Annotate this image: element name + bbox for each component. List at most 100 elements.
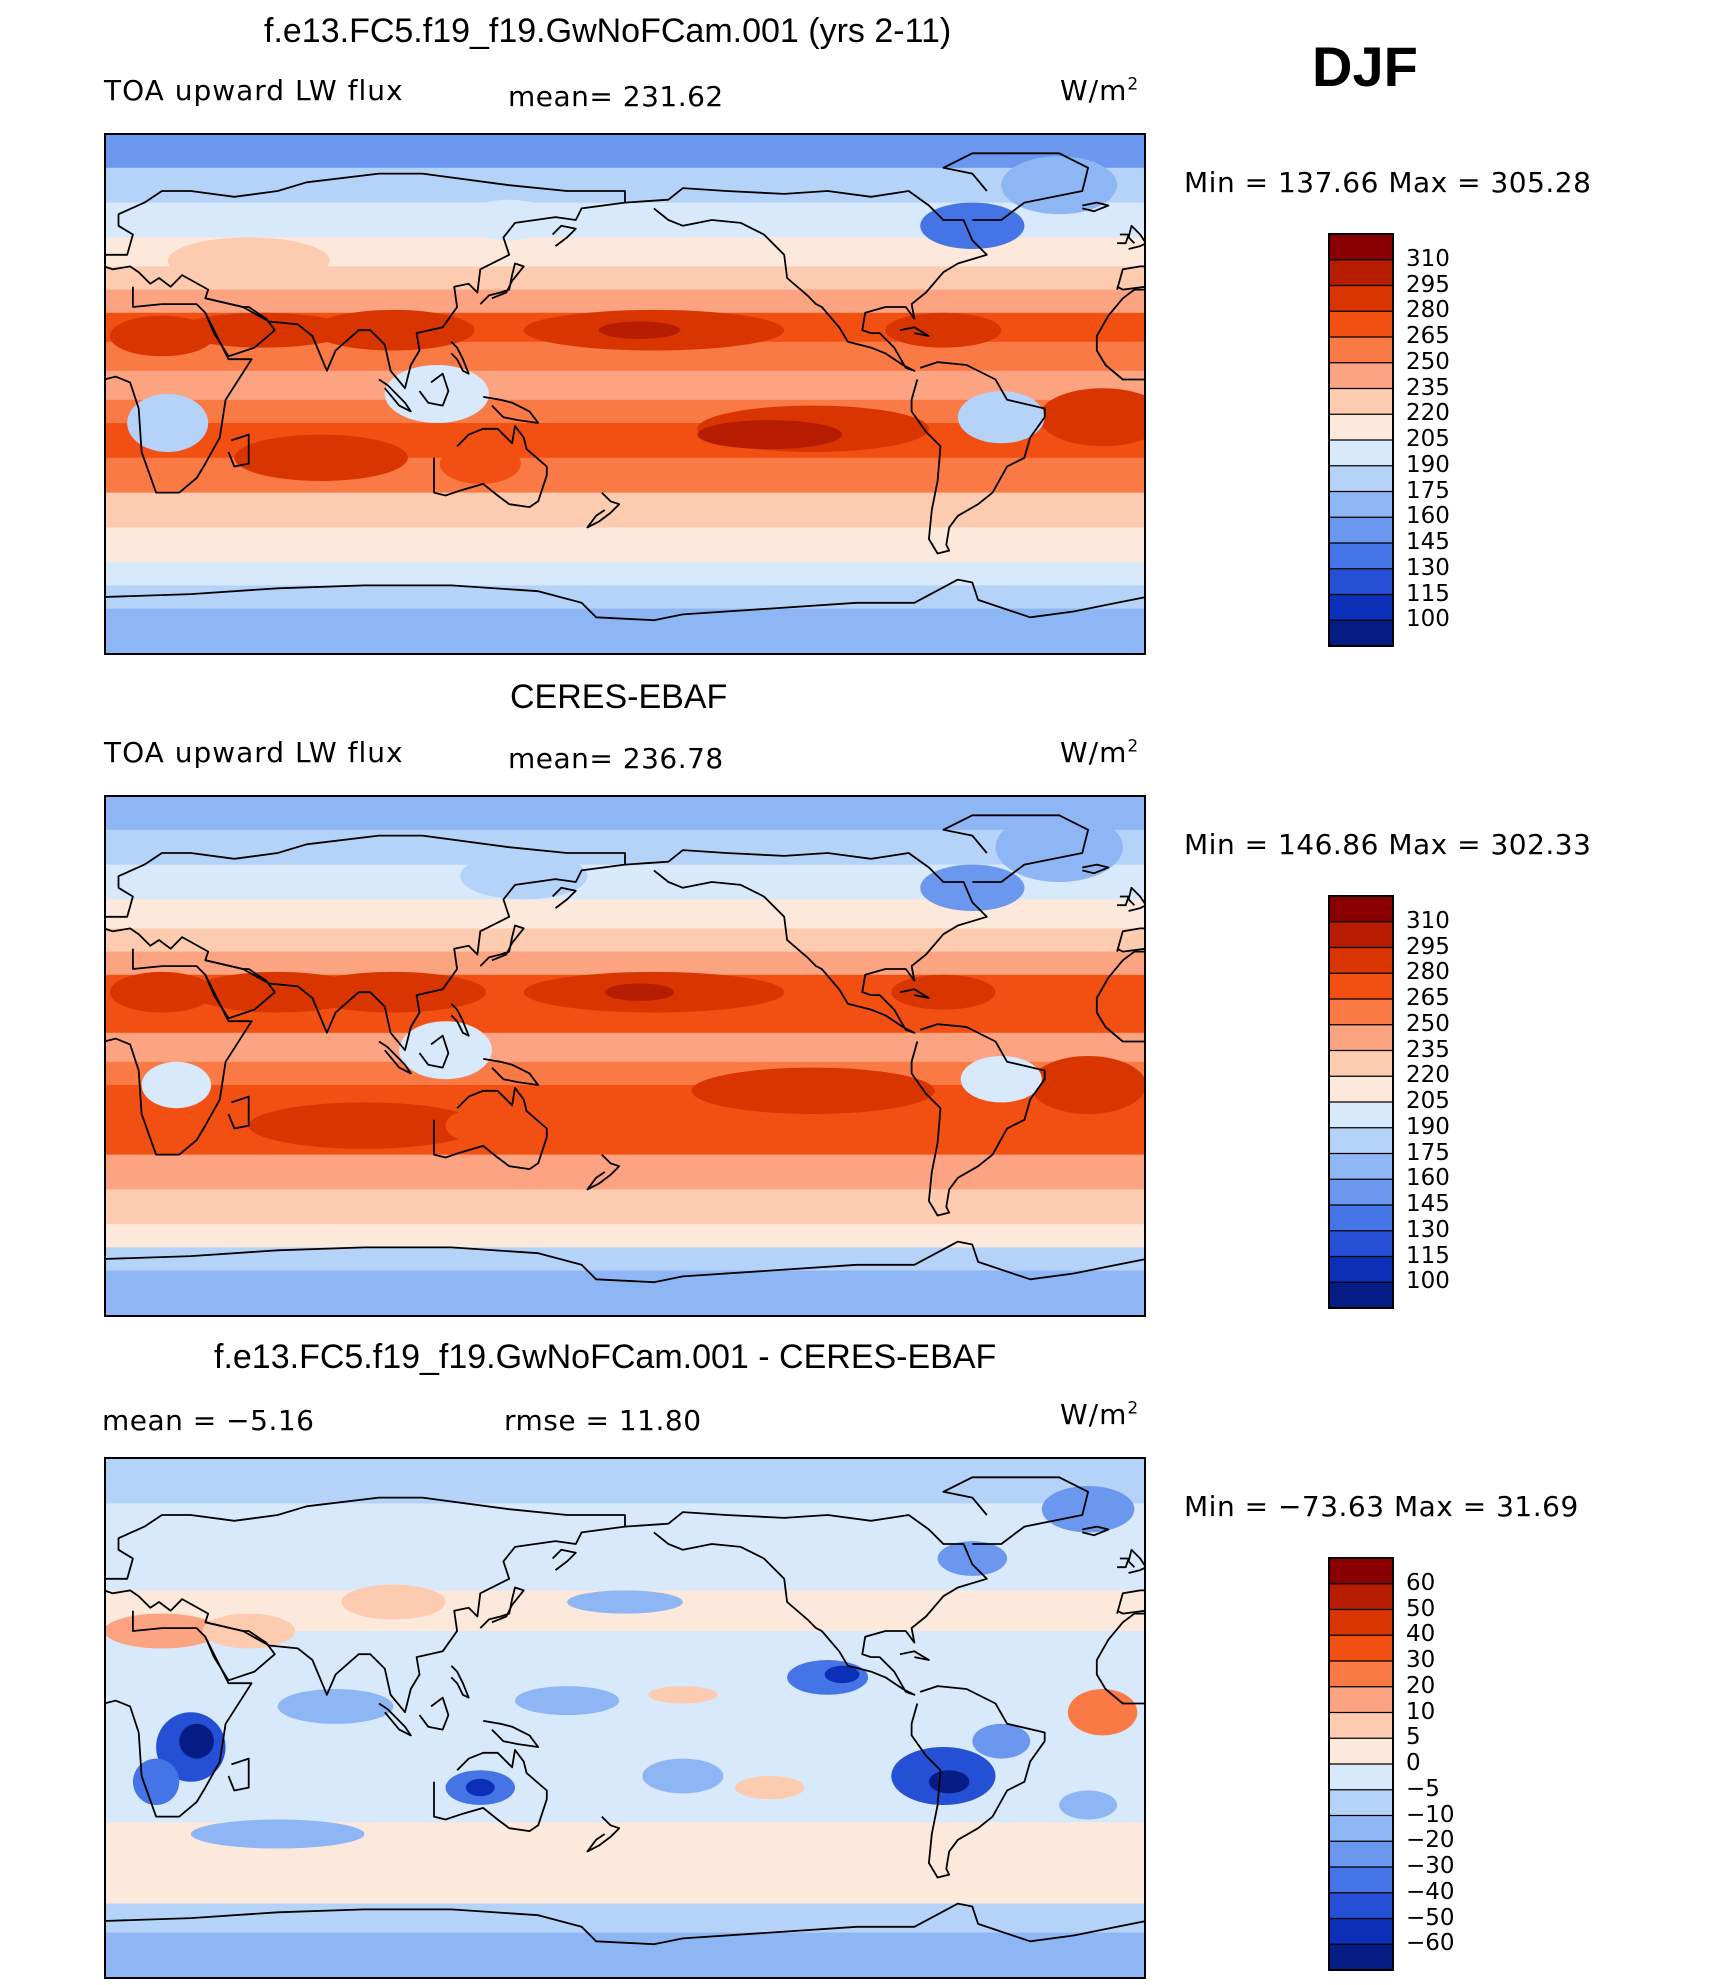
colorbar-tick-label: 310 — [1406, 907, 1450, 934]
coastline — [1095, 288, 1146, 381]
colorbar-tick-label: 190 — [1406, 1113, 1450, 1140]
colorbar-swatch — [1329, 1712, 1393, 1739]
colorbar-swatch — [1329, 973, 1393, 1000]
contour-blob — [920, 864, 1025, 911]
panel-2-mean-label: mean= 236.78 — [508, 742, 724, 775]
colorbar-tick-label: 0 — [1406, 1750, 1421, 1776]
colorbar-frame — [1328, 233, 1394, 647]
colorbar-swatch — [1329, 1686, 1393, 1713]
contour-blob — [132, 1758, 180, 1805]
coastline — [1127, 1548, 1146, 1574]
contour-band — [104, 1032, 1146, 1063]
contour-band — [104, 266, 1146, 291]
panel-1-colorbar — [1328, 233, 1394, 647]
coastline — [942, 814, 1089, 883]
coastline — [624, 187, 988, 372]
contour-blob — [104, 1613, 220, 1649]
colorbar-swatch — [1329, 414, 1393, 441]
colorbar-tick-label: 220 — [1406, 400, 1450, 427]
panel-3-map — [104, 1457, 1146, 1979]
coastline — [104, 1496, 626, 1714]
coastline — [479, 924, 525, 967]
colorbar-frame — [1328, 1557, 1394, 1971]
contour-blob — [928, 1770, 970, 1794]
colorbar-swatch — [1329, 1815, 1393, 1842]
contour-band — [104, 1677, 1146, 1731]
colorbar-swatch — [1329, 1635, 1393, 1662]
colorbar-swatch — [1329, 1944, 1393, 1971]
contour-band — [104, 527, 1146, 563]
coastline — [450, 1003, 470, 1037]
colorbar-swatch — [1329, 1076, 1393, 1103]
coastline — [551, 224, 577, 247]
colorbar-tick-label: 100 — [1406, 1268, 1450, 1295]
colorbar-frame — [1328, 895, 1394, 1309]
coastline — [942, 152, 1089, 221]
map-frame — [104, 795, 1146, 1317]
contour-blob — [598, 321, 680, 339]
contour-band — [104, 370, 1146, 401]
panel-1-map — [104, 133, 1146, 655]
colorbar-tick-label: −30 — [1406, 1853, 1455, 1879]
season-label: DJF — [1312, 35, 1418, 98]
colorbar-tick-label: 205 — [1406, 426, 1450, 452]
colorbar-swatch — [1329, 896, 1393, 923]
colorbar-swatch — [1329, 1558, 1393, 1585]
contour-blob — [167, 237, 330, 284]
contour-blob — [937, 1541, 1008, 1576]
colorbar-tick-label: 20 — [1406, 1672, 1436, 1699]
colorbar-tick-label: 280 — [1406, 959, 1450, 986]
contour-blob — [960, 1056, 1042, 1103]
contour-blob — [642, 1758, 724, 1794]
contour-blob — [648, 1686, 718, 1704]
contour-band — [104, 289, 1146, 314]
contour-blob — [190, 1819, 365, 1849]
colorbar-tick-label: 10 — [1406, 1698, 1436, 1725]
coastline — [899, 1650, 930, 1661]
colorbar-swatch — [1329, 259, 1393, 286]
colorbar-swatch — [1329, 1153, 1393, 1180]
coastline — [418, 1696, 450, 1731]
colorbar-tick-label: 100 — [1406, 606, 1450, 633]
contour-blob — [1030, 1056, 1146, 1114]
colorbar-tick-label: 145 — [1406, 529, 1450, 555]
colorbar-tick-label: 130 — [1406, 1216, 1450, 1243]
panel-3-colorbar — [1328, 1557, 1394, 1971]
coastline — [378, 378, 412, 413]
colorbar-swatch — [1329, 1738, 1393, 1765]
colorbar-swatch — [1329, 465, 1393, 492]
panel-2-minmax: Min = 146.86 Max = 302.33 — [1184, 828, 1592, 861]
contour-blob — [439, 443, 521, 484]
colorbar-tick-label: 250 — [1406, 1010, 1450, 1037]
colorbar-swatch — [1329, 1102, 1393, 1129]
contour-band — [104, 1868, 1146, 1905]
colorbar-tick-label: 295 — [1406, 933, 1450, 960]
coastline — [910, 361, 1046, 555]
contour-blob — [176, 312, 351, 348]
colorbar-tick-label: −50 — [1406, 1904, 1455, 1931]
coastline — [1127, 224, 1146, 250]
coastline — [450, 1665, 470, 1699]
contour-blob — [341, 1584, 446, 1620]
colorbar-swatch — [1329, 1050, 1393, 1077]
contour-blob — [1067, 1689, 1138, 1736]
contour-blob — [604, 983, 675, 1001]
coastline — [418, 1034, 450, 1069]
colorbar-swatch — [1329, 1583, 1393, 1610]
contour-band — [104, 133, 1146, 169]
contour-blob — [691, 1067, 935, 1114]
contour-blob — [697, 420, 843, 450]
map-frame — [104, 1457, 1146, 1979]
coastline — [1082, 863, 1110, 875]
coastline — [104, 948, 253, 1156]
coastline — [378, 1040, 412, 1075]
colorbar-swatch — [1329, 1127, 1393, 1154]
colorbar-tick-label: 280 — [1406, 297, 1450, 324]
colorbar-swatch — [1329, 285, 1393, 312]
coastline — [1116, 947, 1146, 953]
contour-band — [104, 1189, 1146, 1225]
contour-blob — [179, 1723, 214, 1759]
colorbar-swatch — [1329, 1867, 1393, 1894]
coastline — [1127, 886, 1146, 912]
contour-blob — [920, 202, 1025, 249]
